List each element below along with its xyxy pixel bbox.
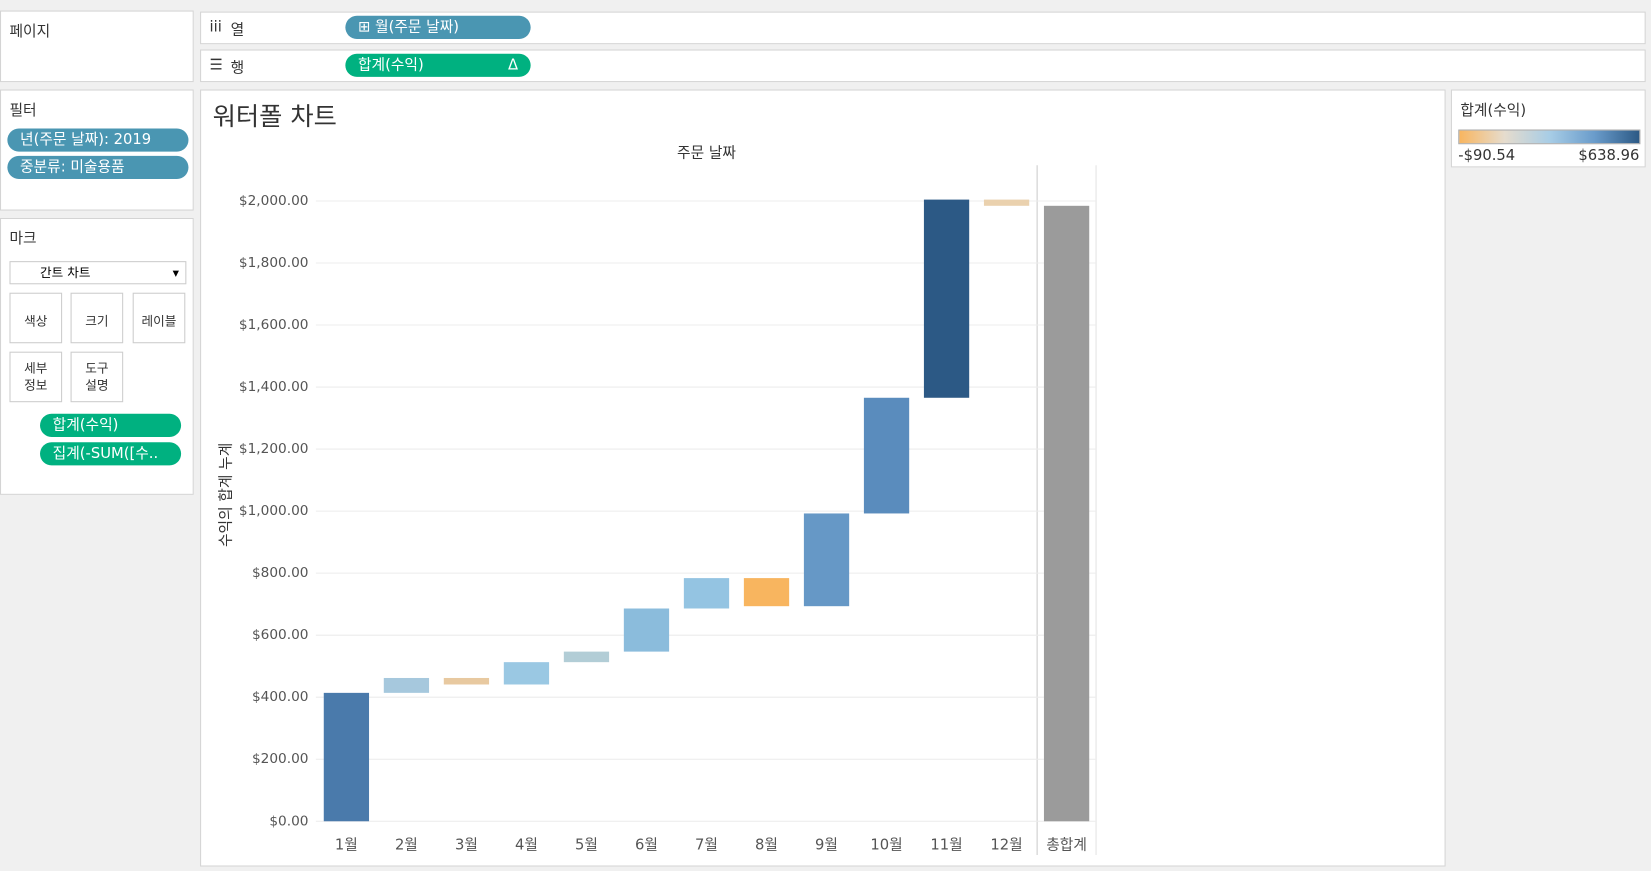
mark-button-label: 도구 <box>85 361 109 376</box>
x-tick-label: 5월 <box>575 836 598 853</box>
mark-button[interactable]: 레이블 <box>132 292 186 344</box>
y-tick-label: $1,200.00 <box>239 441 309 457</box>
x-tick-label: 11월 <box>930 836 962 853</box>
bar <box>743 578 790 607</box>
rows-pill-text: 합계(수익) <box>357 56 424 74</box>
bar <box>683 578 730 609</box>
bar <box>923 199 970 398</box>
mark-pill[interactable]: 합계(수익) <box>40 413 182 437</box>
bar <box>863 397 910 514</box>
y-tick-label: $800.00 <box>252 565 309 581</box>
y-axis-title: 수익의 합계 누계 <box>217 443 234 547</box>
columns-shelf: iii 열 ⊞ 월(주문 날짜) <box>200 11 1646 45</box>
bar <box>623 608 670 652</box>
x-tick-label: 총합계 <box>1046 836 1087 853</box>
rows-pill-icon: Δ <box>507 56 519 74</box>
columns-pill[interactable]: ⊞ 월(주문 날짜) <box>345 15 531 39</box>
x-tick-label: 3월 <box>455 836 478 853</box>
bar <box>983 199 1030 206</box>
y-tick-label: $400.00 <box>252 689 309 705</box>
bar <box>383 677 430 693</box>
mark-type-dropdown[interactable]: 간트 차트 ▾ <box>9 261 187 285</box>
marks-label: 마크 <box>9 230 37 248</box>
bar <box>503 662 550 685</box>
y-tick-label: $1,800.00 <box>239 255 309 271</box>
chart-title: 워터폴 차트 <box>213 102 337 131</box>
y-tick-label: $0.00 <box>269 813 308 829</box>
filters-shelf: 필터 년(주문 날짜): 2019 중분류: 미술용품 <box>0 89 194 211</box>
total-bar <box>1043 205 1090 822</box>
marks-card: 마크 간트 차트 ▾ 색상 크기 레이블 세부 정보 도구 설명 합계(수익) 집계(… <box>0 217 194 495</box>
mark-pill[interactable]: 집계(-SUM([수.. <box>40 442 182 466</box>
x-tick-label: 12월 <box>990 836 1022 853</box>
legend-panel: 합계(수익) -$90.54 $638.96 <box>1450 89 1646 168</box>
dropdown-arrow: ▾ <box>172 265 179 281</box>
mark-button-label: 크기 <box>85 313 109 329</box>
legend-max: $638.96 <box>1578 147 1640 165</box>
mark-button[interactable]: 도구 설명 <box>70 351 124 403</box>
x-tick-label: 9월 <box>815 836 838 853</box>
mark-type: 간트 차트 <box>40 265 91 281</box>
chart-panel <box>200 89 1446 867</box>
legend-title: 합계(수익) <box>1460 102 1527 119</box>
y-tick-label: $1,400.00 <box>239 379 309 395</box>
legend-gradient <box>1458 129 1641 145</box>
y-tick-label: $1,600.00 <box>239 317 309 333</box>
x-tick-label: 6월 <box>635 836 658 853</box>
bar <box>323 692 370 822</box>
filter-pill[interactable]: 중분류: 미술용품 <box>7 155 189 179</box>
x-tick-label: 4월 <box>515 836 538 853</box>
rows-shelf: ☰ 행 합계(수익) Δ <box>200 49 1646 83</box>
mark-button-label: 설명 <box>85 377 109 393</box>
x-tick-label: 10월 <box>870 836 902 853</box>
bar <box>443 677 490 685</box>
x-tick-label: 7월 <box>695 836 718 853</box>
y-tick-label: $2,000.00 <box>239 193 309 209</box>
y-tick-label: $200.00 <box>252 751 309 767</box>
mark-button[interactable]: 세부 정보 <box>9 351 63 403</box>
mark-button[interactable]: 색상 <box>9 292 63 344</box>
mark-button-label: 색상 <box>24 313 48 329</box>
x-tick-label: 1월 <box>335 836 358 853</box>
bar <box>803 513 850 607</box>
pages-label: 페이지 <box>9 23 51 41</box>
y-tick-label: $1,000.00 <box>239 503 309 519</box>
pages-shelf: 페이지 <box>0 10 194 83</box>
filters-label: 필터 <box>9 102 37 119</box>
rows-icon: ☰ <box>209 56 223 74</box>
mark-button-label: 레이블 <box>141 313 177 329</box>
columns-icon: iii <box>209 18 222 36</box>
rows-pill[interactable]: 합계(수익) Δ <box>345 53 531 77</box>
rows-label: 행 <box>230 60 245 77</box>
mark-button-label: 정보 <box>24 377 48 393</box>
mark-button[interactable]: 크기 <box>70 292 124 344</box>
x-tick-label: 2월 <box>395 836 418 853</box>
bar <box>563 651 610 663</box>
y-tick-label: $600.00 <box>252 627 309 643</box>
x-axis-title: 주문 날짜 <box>677 145 736 162</box>
x-tick-label: 8월 <box>755 836 778 853</box>
mark-button-label: 세부 <box>24 361 48 376</box>
columns-label: 열 <box>230 22 245 39</box>
legend-min: -$90.54 <box>1458 147 1516 165</box>
filter-pill[interactable]: 년(주문 날짜): 2019 <box>7 128 189 152</box>
